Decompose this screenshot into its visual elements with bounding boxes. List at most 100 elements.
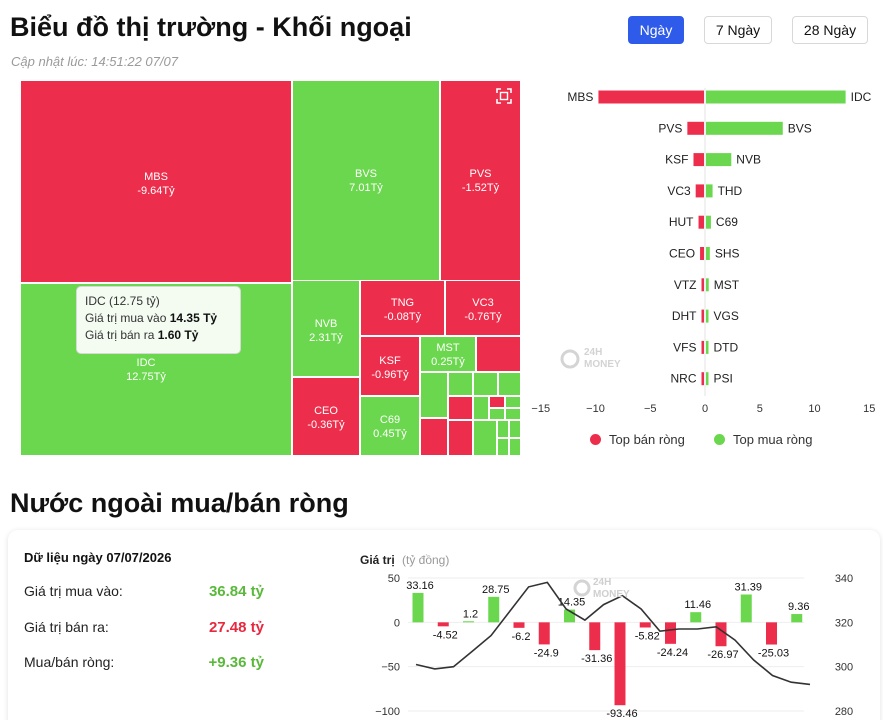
buy-bar bbox=[706, 215, 711, 229]
cell-value: -1.52Tỷ bbox=[461, 182, 500, 194]
value-bar bbox=[564, 609, 575, 623]
chart-unit: (tỷ đồng) bbox=[402, 553, 449, 567]
updated-time: Cập nhật lúc: 14:51:22 07/07 bbox=[11, 54, 178, 69]
cell-label: TNG bbox=[390, 297, 415, 309]
treemap-cell-small[interactable] bbox=[497, 438, 509, 456]
data-label: -31.36 bbox=[581, 653, 612, 665]
buy-row: Giá trị mua vào: 36.84 tỷ bbox=[24, 583, 264, 600]
tab-7-days[interactable]: 7 Ngày bbox=[704, 16, 772, 44]
cell-label: C69 bbox=[379, 414, 401, 426]
treemap-cell-ksf[interactable]: KSF -0.96Tỷ bbox=[360, 336, 420, 396]
data-label: -24.24 bbox=[657, 647, 688, 659]
treemap-cell-pvs[interactable]: PVS -1.52Tỷ bbox=[440, 80, 521, 283]
treemap-cell-small[interactable] bbox=[497, 420, 509, 438]
treemap-cell-vc3[interactable]: VC3 -0.76Tỷ bbox=[445, 280, 521, 336]
treemap-cell-small[interactable] bbox=[448, 372, 473, 396]
sell-bar bbox=[701, 340, 704, 354]
sell-code-label: KSF bbox=[665, 153, 688, 167]
buy-code-label: C69 bbox=[716, 215, 738, 229]
data-label: -26.97 bbox=[707, 649, 738, 661]
data-label: 28.75 bbox=[482, 584, 510, 596]
cell-value: 7.01Tỷ bbox=[349, 182, 383, 194]
treemap-cell-ceo[interactable]: CEO -0.36Tỷ bbox=[292, 377, 360, 456]
treemap-cell-small[interactable] bbox=[489, 408, 505, 420]
sell-code-label: CEO bbox=[669, 247, 695, 261]
cell-label: KSF bbox=[379, 355, 401, 367]
treemap-cell-small[interactable] bbox=[509, 438, 521, 456]
x-tick-label: 15 bbox=[863, 403, 875, 415]
cell-label: PVS bbox=[469, 168, 492, 180]
sell-code-label: MBS bbox=[567, 90, 593, 104]
sell-bar bbox=[701, 372, 704, 386]
sell-code-label: PVS bbox=[658, 121, 682, 135]
treemap-cell-small[interactable] bbox=[448, 420, 473, 456]
value-bar bbox=[412, 592, 424, 623]
treemap-cell-nvb[interactable]: NVB 2.31Tỷ bbox=[292, 280, 360, 377]
value-bar bbox=[614, 622, 626, 706]
cell-label: CEO bbox=[314, 405, 338, 417]
value-bar bbox=[589, 622, 601, 651]
watermark-text: MONEY bbox=[593, 589, 630, 600]
buy-label: Giá trị mua vào: bbox=[24, 583, 123, 599]
y-tick-label-left: 50 bbox=[388, 573, 400, 585]
value-bar bbox=[488, 596, 500, 623]
tab-day[interactable]: Ngày bbox=[628, 16, 684, 44]
treemap-cell-c69[interactable]: C69 0.45Tỷ bbox=[360, 396, 420, 456]
buy-code-label: THD bbox=[718, 184, 743, 198]
value-bar bbox=[715, 622, 727, 647]
buy-bar bbox=[706, 153, 732, 167]
buy-code-label: VGS bbox=[714, 309, 739, 323]
treemap-cell-tng[interactable]: TNG -0.08Tỷ bbox=[360, 280, 445, 336]
watermark-text: 24H bbox=[593, 577, 611, 588]
x-tick-label: −10 bbox=[586, 403, 605, 415]
data-label: -25.03 bbox=[758, 648, 789, 660]
sell-bar bbox=[693, 153, 704, 167]
buy-code-label: IDC bbox=[851, 90, 872, 104]
treemap-cell-small[interactable] bbox=[473, 396, 489, 420]
treemap-cell-small[interactable] bbox=[505, 396, 521, 408]
cell-value: 0.45Tỷ bbox=[373, 428, 407, 440]
buy-code-label: SHS bbox=[715, 247, 740, 261]
treemap-cell-mst[interactable]: MST 0.25Tỷ bbox=[420, 336, 476, 372]
legend-buy[interactable]: Top mua ròng bbox=[714, 432, 813, 447]
data-label: 31.39 bbox=[734, 582, 762, 594]
treemap-cell-small[interactable] bbox=[420, 372, 448, 418]
treemap-cell-small[interactable] bbox=[489, 396, 505, 408]
treemap-cell-small[interactable] bbox=[473, 372, 498, 396]
net-value: +9.36 tỷ bbox=[208, 654, 264, 671]
sell-code-label: HUT bbox=[669, 215, 694, 229]
treemap: MBS -9.64Tỷ BVS 7.01Tỷ PVS -1.52Tỷ IDC 1… bbox=[20, 80, 521, 456]
expand-icon[interactable] bbox=[496, 88, 512, 104]
value-bar bbox=[437, 622, 449, 627]
buy-code-label: MST bbox=[714, 278, 740, 292]
data-label: -5.82 bbox=[635, 630, 660, 642]
value-bar bbox=[639, 622, 651, 628]
legend-sell-label: Top bán ròng bbox=[609, 432, 685, 447]
cell-label: MBS bbox=[144, 171, 168, 183]
cell-value: 2.31Tỷ bbox=[309, 332, 343, 344]
treemap-cell-bvs[interactable]: BVS 7.01Tỷ bbox=[292, 80, 440, 283]
sell-bar bbox=[698, 215, 704, 229]
treemap-cell-small[interactable] bbox=[505, 408, 521, 420]
cell-label: BVS bbox=[354, 168, 377, 180]
treemap-cell-small[interactable] bbox=[448, 396, 473, 420]
tab-28-days[interactable]: 28 Ngày bbox=[792, 16, 868, 44]
treemap-cell-small[interactable] bbox=[473, 420, 497, 456]
summary-date: Dữ liệu ngày 07/07/2026 bbox=[24, 550, 172, 565]
buy-bar bbox=[706, 372, 709, 386]
cell-label: VC3 bbox=[472, 297, 494, 309]
buy-bar bbox=[706, 121, 783, 135]
treemap-cell-small[interactable] bbox=[509, 420, 521, 438]
sell-code-label: DHT bbox=[672, 309, 697, 323]
data-label: 9.36 bbox=[788, 601, 809, 613]
buy-dot-icon bbox=[714, 434, 725, 445]
cell-value: 0.25Tỷ bbox=[431, 356, 465, 368]
treemap-cell-small[interactable] bbox=[476, 336, 521, 372]
treemap-cell-small[interactable] bbox=[498, 372, 521, 396]
treemap-cell-mbs[interactable]: MBS -9.64Tỷ bbox=[20, 80, 292, 283]
sell-code-label: VTZ bbox=[674, 278, 697, 292]
legend-sell[interactable]: Top bán ròng bbox=[590, 432, 685, 447]
treemap-cell-small[interactable] bbox=[420, 418, 448, 456]
watermark-text: 24H bbox=[584, 347, 602, 358]
